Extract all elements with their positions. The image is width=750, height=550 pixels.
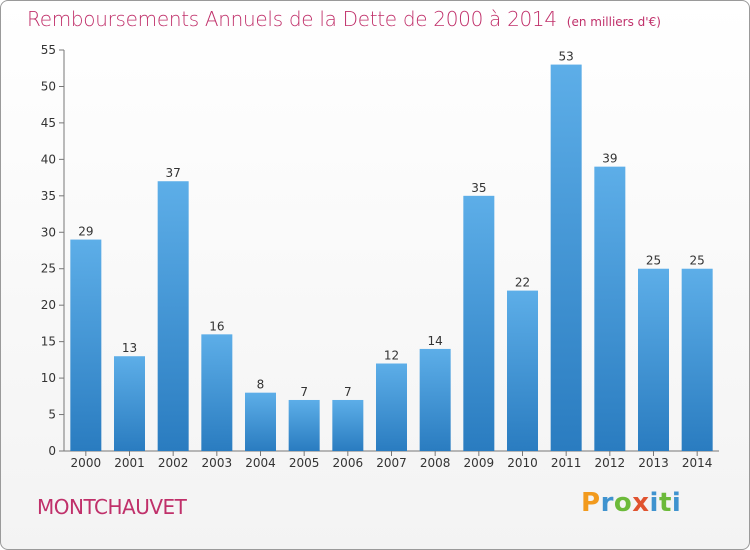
x-tick-label-2007: 2007 bbox=[376, 456, 407, 470]
logo-letter: P bbox=[581, 488, 601, 518]
bar-2005 bbox=[288, 399, 320, 451]
x-tick-label-2009: 2009 bbox=[464, 456, 495, 470]
y-tick-label: 40 bbox=[41, 152, 56, 166]
value-label-2007: 12 bbox=[384, 349, 399, 363]
bar-2013 bbox=[638, 268, 669, 451]
value-label-2008: 14 bbox=[428, 334, 443, 348]
bar-2007 bbox=[376, 363, 407, 451]
y-tick-label: 20 bbox=[41, 298, 56, 312]
value-label-2009: 35 bbox=[471, 181, 486, 195]
x-tick-label-2010: 2010 bbox=[507, 456, 538, 470]
title-text: Remboursements Annuels de la Dette de 20… bbox=[27, 7, 557, 31]
bar-2000 bbox=[70, 239, 102, 451]
x-tick-label-2003: 2003 bbox=[202, 456, 233, 470]
value-label-2000: 29 bbox=[78, 225, 93, 239]
value-label-2003: 16 bbox=[209, 319, 224, 333]
bar-2003 bbox=[201, 334, 233, 451]
logo-letter: t bbox=[658, 488, 672, 518]
bar-2010 bbox=[507, 290, 538, 451]
chart-title: Remboursements Annuels de la Dette de 20… bbox=[27, 7, 661, 31]
y-tick-label: 45 bbox=[41, 116, 56, 130]
x-tick-label-2001: 2001 bbox=[114, 456, 145, 470]
bar-2011 bbox=[550, 64, 582, 451]
y-tick-label: 0 bbox=[48, 444, 56, 458]
logo-letter: i bbox=[671, 488, 682, 518]
value-label-2010: 22 bbox=[515, 276, 530, 290]
commune-name: MONTCHAUVET bbox=[37, 495, 187, 519]
brand-logo: Proxiti bbox=[581, 488, 681, 518]
bar-2004 bbox=[245, 392, 276, 451]
bar-2014 bbox=[681, 268, 713, 451]
bar-2001 bbox=[114, 356, 145, 451]
y-axis: 0 5 10 15 20 25 30 35 40 45 50 55 bbox=[41, 43, 65, 458]
unit-note: (en milliers d'€) bbox=[566, 15, 661, 29]
x-axis: 2000 2001 2002 2003 2004 2005 2006 2007 2008 2009… bbox=[64, 450, 719, 470]
logo-letter: i bbox=[649, 488, 659, 518]
x-tick-label-2008: 2008 bbox=[420, 456, 451, 470]
y-tick-label: 30 bbox=[41, 225, 56, 239]
x-tick-label-2005: 2005 bbox=[289, 456, 320, 470]
x-tick-label-2000: 2000 bbox=[71, 456, 102, 470]
bars bbox=[70, 64, 713, 451]
data-labels: 29 13 37 16 8 7 7 12 14 35 22 53 39 25 25 bbox=[78, 50, 705, 399]
x-tick-label-2006: 2006 bbox=[333, 456, 364, 470]
x-tick-label-2014: 2014 bbox=[682, 456, 713, 470]
x-tick-label-2012: 2012 bbox=[595, 456, 626, 470]
x-tick-label-2002: 2002 bbox=[158, 456, 189, 470]
y-tick-label: 15 bbox=[41, 335, 56, 349]
y-tick-label: 35 bbox=[41, 189, 56, 203]
bar-2009 bbox=[463, 195, 495, 451]
value-label-2005: 7 bbox=[300, 385, 308, 399]
value-label-2001: 13 bbox=[122, 341, 137, 355]
y-tick-label: 5 bbox=[48, 408, 56, 422]
bar-2002 bbox=[157, 181, 189, 451]
bar-2006 bbox=[332, 399, 364, 451]
x-tick-label-2011: 2011 bbox=[551, 456, 582, 470]
y-tick-label: 55 bbox=[41, 43, 56, 57]
y-tick-label: 25 bbox=[41, 262, 56, 276]
value-label-2012: 39 bbox=[602, 152, 617, 166]
value-label-2006: 7 bbox=[344, 385, 352, 399]
value-label-2013: 25 bbox=[646, 254, 661, 268]
logo-letter: o bbox=[613, 488, 633, 518]
x-tick-label-2013: 2013 bbox=[638, 456, 669, 470]
logo-letter: r bbox=[600, 488, 614, 518]
value-label-2002: 37 bbox=[166, 166, 181, 180]
value-label-2004: 8 bbox=[257, 378, 265, 392]
bar-2012 bbox=[594, 166, 626, 451]
value-label-2014: 25 bbox=[690, 254, 705, 268]
y-tick-label: 10 bbox=[41, 371, 56, 385]
y-tick-label: 50 bbox=[41, 79, 56, 93]
value-label-2011: 53 bbox=[559, 50, 574, 64]
bar-2008 bbox=[419, 348, 451, 451]
x-tick-label-2004: 2004 bbox=[245, 456, 276, 470]
logo-letter: x bbox=[632, 488, 650, 518]
